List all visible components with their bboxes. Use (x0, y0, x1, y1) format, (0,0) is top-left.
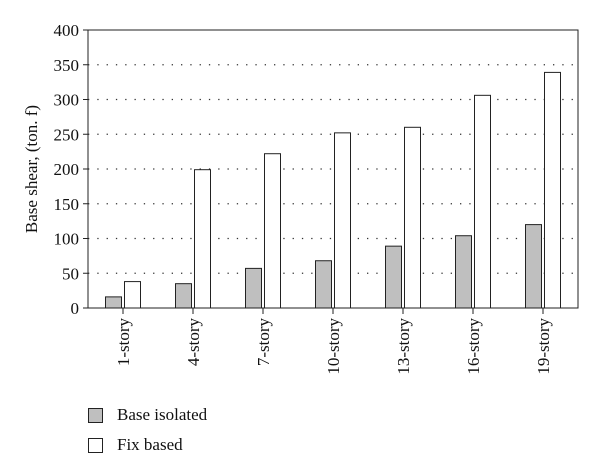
bar-base-isolated-16-story (455, 235, 472, 309)
bar-base-isolated-4-story (175, 283, 192, 309)
y-tick-label: 50 (62, 264, 79, 283)
y-axis-label: Base shear, (ton. f) (22, 105, 41, 233)
bar-base-isolated-19-story (525, 224, 542, 309)
bars (105, 71, 561, 309)
bar-fix-based-10-story (334, 132, 351, 309)
y-tick-label: 150 (54, 195, 80, 214)
y-tick-label: 100 (54, 230, 80, 249)
y-tick-label: 300 (54, 91, 80, 110)
y-tick-label: 0 (71, 299, 80, 318)
bar-chart: 0 50 100 150 200 250 300 350 400 1-story 4-story 7… (22, 21, 579, 375)
bar-base-isolated-1-story (105, 296, 122, 309)
bar-base-isolated-10-story (315, 260, 332, 309)
plot-frame (87, 29, 579, 309)
y-tick-label: 350 (54, 56, 80, 75)
legend: Base isolated Fix based (88, 400, 207, 460)
y-tick-label: 250 (54, 125, 80, 144)
legend-item-base-isolated: Base isolated (88, 400, 207, 430)
x-tick-label: 7-story (254, 318, 273, 367)
legend-label-fix-based: Fix based (117, 435, 183, 454)
x-tick-label: 13-story (394, 318, 413, 375)
x-axis-ticks: 1-story 4-story 7-story 10-story 13-story 16-… (114, 308, 553, 375)
legend-item-fix-based: Fix based (88, 430, 207, 460)
x-tick-label: 16-story (464, 318, 483, 375)
y-tick-label: 200 (54, 160, 80, 179)
gridlines (88, 64, 578, 274)
legend-swatch-fix-based (88, 437, 103, 453)
bar-base-isolated-13-story (385, 245, 402, 309)
x-tick-label: 19-story (534, 318, 553, 375)
bar-fix-based-7-story (264, 153, 281, 309)
y-tick-label: 400 (54, 21, 80, 40)
bar-fix-based-16-story (474, 94, 491, 309)
y-axis-ticks: 0 50 100 150 200 250 300 350 400 (54, 21, 88, 318)
bar-fix-based-13-story (404, 126, 421, 309)
x-tick-label: 10-story (324, 318, 343, 375)
bar-fix-based-19-story (544, 71, 561, 309)
x-tick-label: 4-story (184, 318, 203, 367)
bar-base-isolated-7-story (245, 267, 262, 309)
bar-fix-based-4-story (194, 169, 211, 309)
legend-label-base-isolated: Base isolated (117, 405, 208, 424)
legend-swatch-base-isolated (88, 407, 103, 423)
bar-fix-based-1-story (124, 281, 141, 309)
x-tick-label: 1-story (114, 318, 133, 367)
